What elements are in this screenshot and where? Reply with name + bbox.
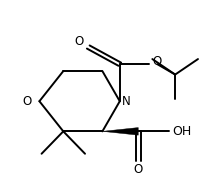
Text: O: O: [74, 35, 83, 48]
Text: N: N: [122, 95, 131, 108]
Text: O: O: [23, 95, 32, 108]
Text: OH: OH: [173, 125, 192, 138]
Text: O: O: [153, 55, 162, 68]
Text: O: O: [134, 163, 143, 176]
Polygon shape: [102, 128, 138, 135]
